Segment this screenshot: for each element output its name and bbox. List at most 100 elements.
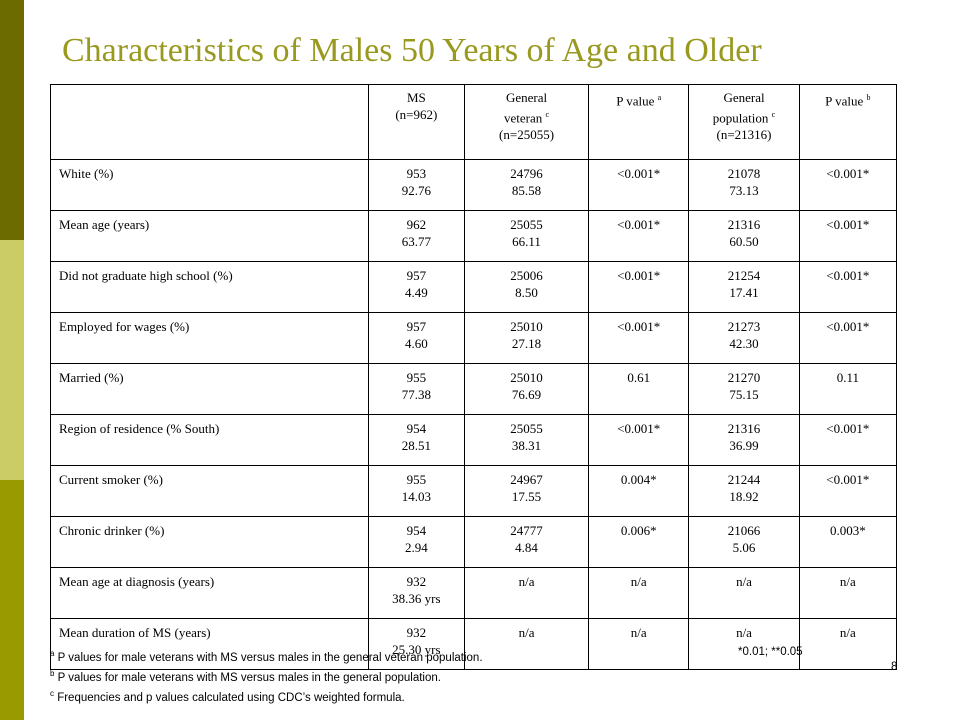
significance-note: *0.01; **0.05 [738, 646, 803, 658]
table-cell-vet: n/a [463, 567, 590, 619]
header-text: General [505, 90, 548, 105]
cell-value: n/a [518, 625, 535, 640]
footnote-text: P values for male veterans with MS versu… [54, 671, 441, 684]
cell-value: 17.41 [729, 285, 759, 300]
table-cell-p1: 0.004* [588, 465, 690, 517]
table-cell-ms: 957 4.49 [367, 261, 465, 313]
table-cell-pop: n/a [688, 618, 800, 670]
cell-value: 36.99 [729, 438, 759, 453]
table-header-row: MS (n=962) General veteran c (n=25055) P va… [50, 84, 898, 160]
cell-value: 4.84 [515, 540, 538, 555]
header-text: General [723, 90, 765, 105]
cell-value: 38.36 yrs [392, 591, 441, 606]
table-cell-p2: <0.001* [798, 159, 898, 211]
table-row: Mean age at diagnosis (years) 932 38.36 yr… [50, 567, 898, 619]
cell-value: 38.31 [511, 438, 542, 453]
header-cell: P value b [798, 84, 898, 160]
footnote-marker: b [50, 668, 55, 678]
table-cell-p2: <0.001* [798, 210, 898, 262]
table-cell-p2: n/a [798, 618, 898, 670]
table-cell-p1: <0.001* [588, 312, 690, 364]
table-cell-ms: 955 77.38 [367, 363, 465, 415]
header-text-main: population [712, 110, 769, 126]
header-text: P value a [589, 89, 688, 109]
footnote: b P values for male veterans with MS ver… [50, 666, 483, 686]
header-text: veteran c [465, 106, 588, 126]
table-row: Employed for wages (%) 957 4.60 25010 27.18 <… [50, 312, 898, 364]
header-text: (n=21316) [716, 127, 772, 143]
table-cell-p1: <0.001* [588, 159, 690, 211]
header-superscript: c [771, 110, 776, 119]
cell-value: 42.30 [729, 336, 759, 351]
cell-value: 75.15 [729, 387, 759, 402]
table-cell-pop: 21273 42.30 [688, 312, 800, 364]
cell-value: 18.92 [729, 489, 759, 504]
table-cell-pop: 21078 73.13 [688, 159, 800, 211]
table-cell-pop: 21270 75.15 [688, 363, 800, 415]
cell-value: 25.30 yrs [392, 642, 441, 657]
cell-value: 66.11 [512, 234, 541, 249]
table-cell-vet: 25010 76.69 [463, 363, 590, 415]
table-row: Mean duration of MS (years) 932 25.30 yrs n… [50, 618, 898, 670]
cell-value: 14.03 [401, 489, 431, 504]
table-cell-p1: <0.001* [588, 261, 690, 313]
header-text: (n=25055) [499, 127, 555, 143]
page-number: 8 [891, 661, 898, 673]
cell-value: 932 [406, 574, 427, 589]
cell-value: 953 [406, 166, 427, 181]
table-cell-vet: 25055 66.11 [463, 210, 590, 262]
table-cell-label: White (%) [50, 159, 369, 211]
table-cell-label: Mean duration of MS (years) [50, 618, 369, 670]
table-row: Region of residence (% South) 954 28.51 250… [50, 414, 898, 466]
table-cell-p1: 0.61 [588, 363, 690, 415]
table-cell-ms: 957 4.60 [367, 312, 465, 364]
cell-value: 25055 [510, 217, 543, 232]
footnote-marker: c [50, 688, 54, 698]
cell-value: 28.51 [401, 438, 431, 453]
table-row: Did not graduate high school (%) 957 4.49 2… [50, 261, 898, 313]
accent-bar-bottom [0, 480, 24, 720]
header-text: MS [406, 90, 426, 105]
header-text: P value b [800, 89, 896, 109]
cell-value: 77.38 [401, 387, 431, 402]
header-cell: General veteran c (n=25055) [463, 84, 590, 160]
cell-value: 4.60 [404, 336, 428, 351]
header-cell [50, 84, 369, 160]
characteristics-table: MS (n=962) General veteran c (n=25055) P va… [50, 84, 898, 670]
table-cell-ms: 953 92.76 [367, 159, 465, 211]
header-text: population c [689, 106, 798, 126]
footnote: c Frequencies and p values calculated us… [50, 686, 483, 706]
header-text-main: P value [825, 93, 864, 109]
cell-value: n/a [518, 574, 535, 589]
cell-value: 21273 [727, 319, 761, 334]
cell-value: 24967 [510, 472, 543, 487]
table-cell-label: Did not graduate high school (%) [50, 261, 369, 313]
cell-value: 957 [406, 268, 427, 283]
table-cell-p1: 0.006* [588, 516, 690, 568]
table-cell-p2: <0.001* [798, 465, 898, 517]
cell-value: 2.94 [404, 540, 428, 555]
table-cell-pop: 21316 36.99 [688, 414, 800, 466]
cell-value: 17.55 [511, 489, 542, 504]
cell-value: 21244 [727, 472, 761, 487]
cell-value: 73.13 [729, 183, 759, 198]
table-cell-ms: 932 25.30 yrs [367, 618, 465, 670]
table-cell-p2: 0.003* [798, 516, 898, 568]
cell-value: 63.77 [401, 234, 431, 249]
header-text-main: P value [616, 93, 655, 109]
table-cell-ms: 932 38.36 yrs [367, 567, 465, 619]
header-superscript: c [545, 110, 550, 119]
table-cell-label: Mean age (years) [50, 210, 369, 262]
footnote-text: P values for male veterans with MS versu… [54, 651, 483, 664]
table-cell-vet: 25010 27.18 [463, 312, 590, 364]
cell-value: 21316 [727, 217, 761, 232]
cell-value: 955 [406, 370, 427, 385]
table-cell-ms: 962 63.77 [367, 210, 465, 262]
footnote-text: Frequencies and p values calculated usin… [54, 691, 405, 704]
table-row: White (%) 953 92.76 24796 85.58 <0.001* 21078 7… [50, 159, 898, 211]
table-cell-vet: 25006 8.50 [463, 261, 590, 313]
table-body: White (%) 953 92.76 24796 85.58 <0.001* 21078 7… [50, 159, 898, 670]
cell-value: 955 [406, 472, 427, 487]
table-cell-p2: <0.001* [798, 312, 898, 364]
table-cell-p1: <0.001* [588, 210, 690, 262]
